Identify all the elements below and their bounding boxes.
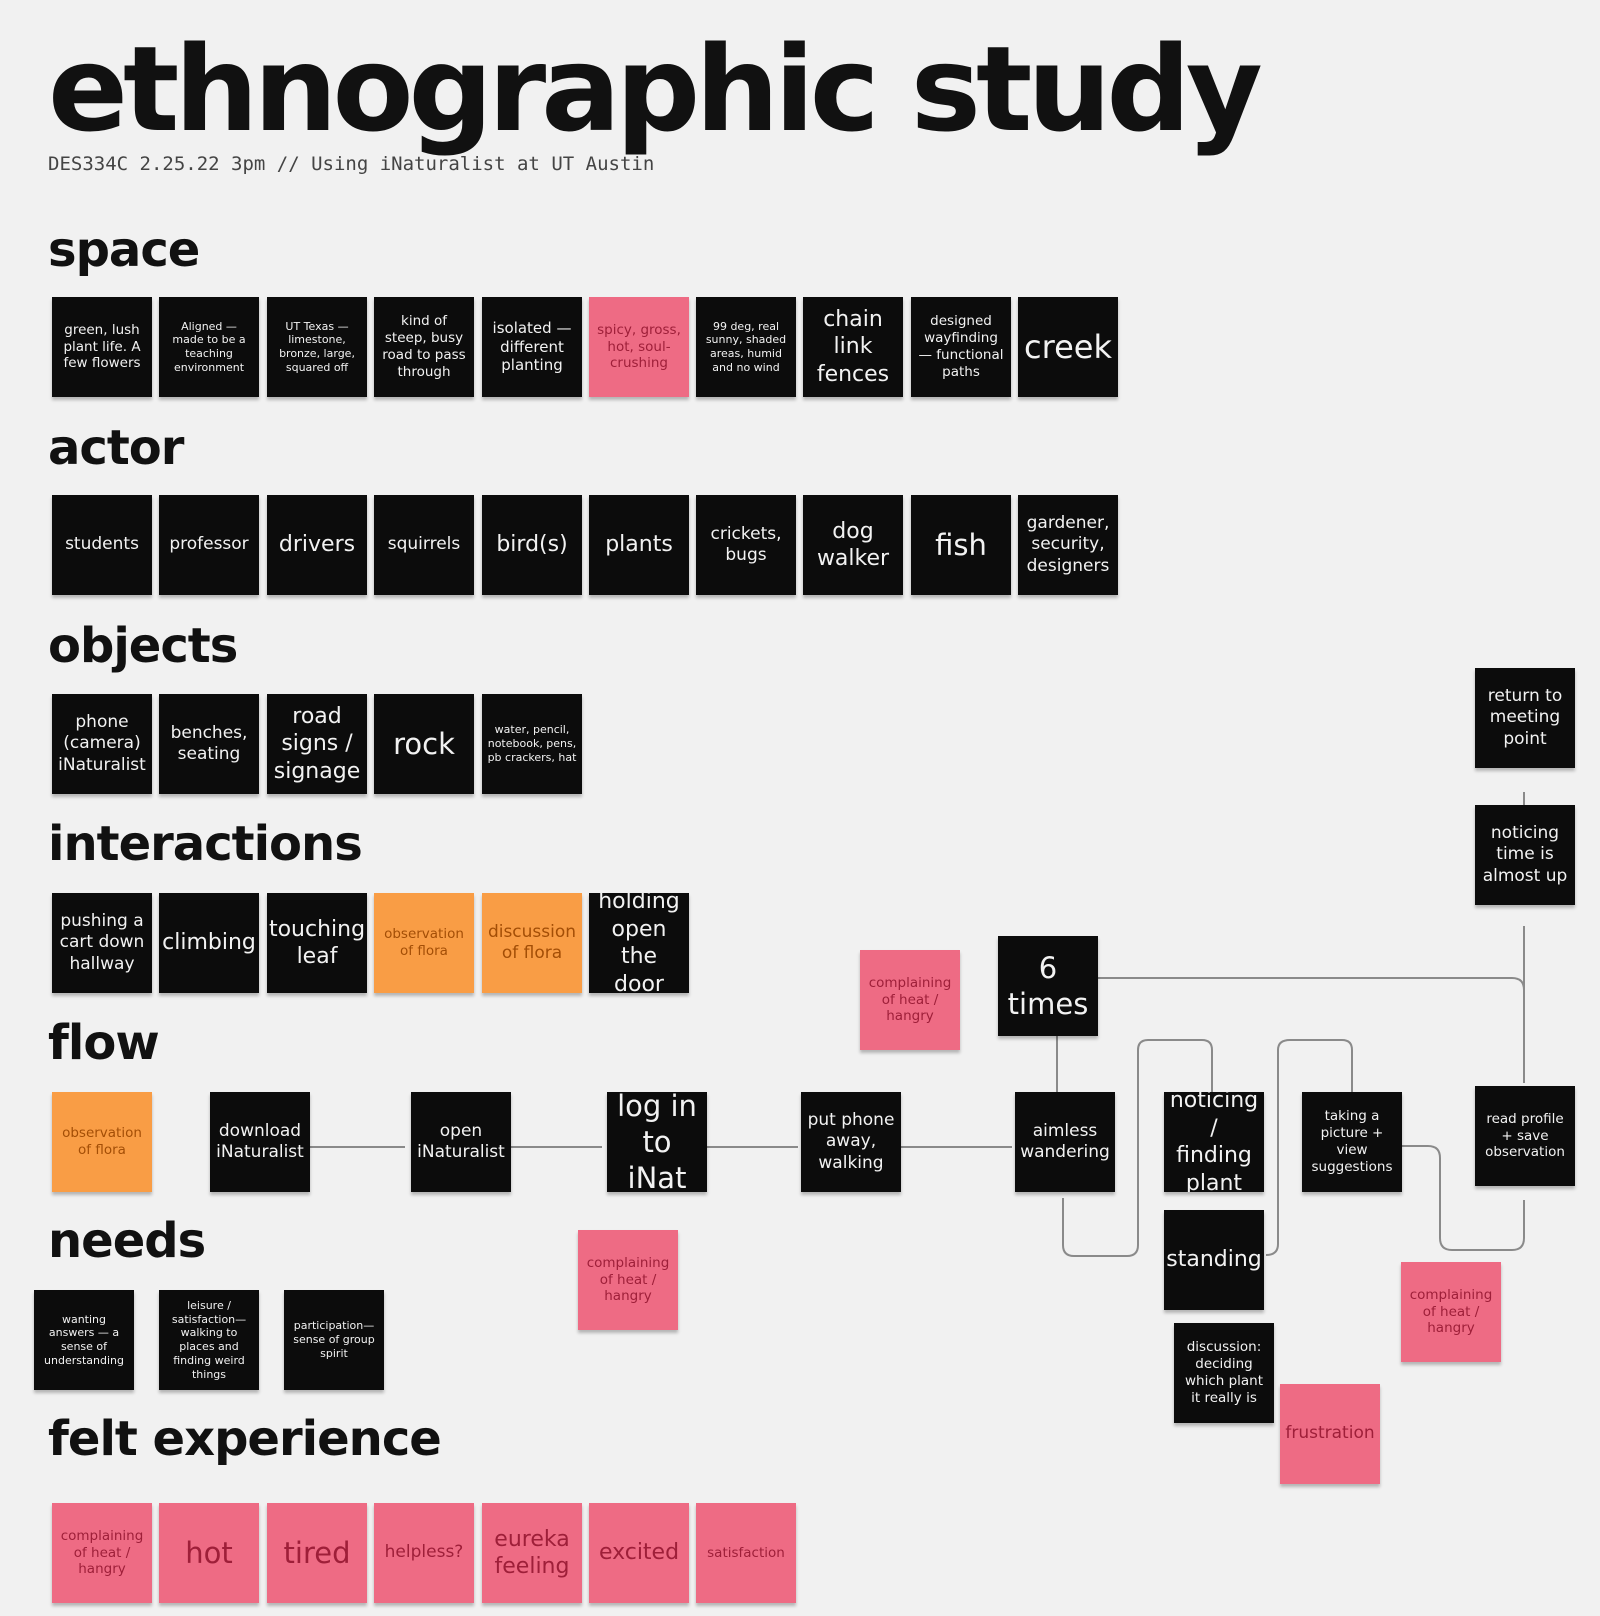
sticky-note: UT Texas — limestone, bronze, large, squ…: [267, 297, 367, 397]
sticky-note: road signs / signage: [267, 694, 367, 794]
sticky-note: satisfaction: [696, 1503, 796, 1603]
sticky-note: participation— sense of group spirit: [284, 1290, 384, 1390]
sticky-note: complaining of heat / hangry: [52, 1503, 152, 1603]
sticky-note: open iNaturalist: [411, 1092, 511, 1192]
sticky-note: put phone away, walking: [801, 1092, 901, 1192]
connector-6times-loop: [1098, 977, 1525, 1083]
sticky-note: water, pencil, notebook, pens, pb cracke…: [482, 694, 582, 794]
sticky-note: dog walker: [803, 495, 903, 595]
sticky-note: 99 deg, real sunny, shaded areas, humid …: [696, 297, 796, 397]
sticky-note: benches, seating: [159, 694, 259, 794]
sticky-note: standing: [1164, 1210, 1264, 1310]
sticky-note: creek: [1018, 297, 1118, 397]
sticky-note: complaining of heat / hangry: [578, 1230, 678, 1330]
sticky-note: rock: [374, 694, 474, 794]
sticky-note: tired: [267, 1503, 367, 1603]
sticky-note: read profile + save observation: [1475, 1086, 1575, 1186]
sticky-note: holding open the door: [589, 893, 689, 993]
sticky-note: return to meeting point: [1475, 668, 1575, 768]
section-label-felt-experience: felt experience: [48, 1411, 442, 1467]
sticky-note: pushing a cart down hallway: [52, 893, 152, 993]
sticky-note: download iNaturalist: [210, 1092, 310, 1192]
page-subtitle: DES334C 2.25.22 3pm // Using iNaturalist…: [48, 153, 655, 175]
sticky-note: plants: [589, 495, 689, 595]
section-label-objects: objects: [48, 618, 238, 674]
page-title: ethnographic study: [48, 20, 1263, 158]
sticky-note: squirrels: [374, 495, 474, 595]
sticky-note: discussion: deciding which plant it real…: [1174, 1323, 1274, 1423]
sticky-note: bird(s): [482, 495, 582, 595]
sticky-note: green, lush plant life. A few flowers: [52, 297, 152, 397]
sticky-note: spicy, gross, hot, soul-crushing: [589, 297, 689, 397]
sticky-note: crickets, bugs: [696, 495, 796, 595]
connector-standing-picture: [1265, 1039, 1353, 1256]
sticky-note: designed wayfinding — functional paths: [911, 297, 1011, 397]
sticky-note: students: [52, 495, 152, 595]
sticky-note: observation of flora: [52, 1092, 152, 1192]
sticky-note: Aligned — made to be a teaching environm…: [159, 297, 259, 397]
sticky-note: helpless?: [374, 1503, 474, 1603]
sticky-note: chain link fences: [803, 297, 903, 397]
sticky-note: discussion of flora: [482, 893, 582, 993]
sticky-note: noticing / finding plant: [1164, 1092, 1264, 1192]
sticky-note: fish: [911, 495, 1011, 595]
sticky-note: complaining of heat / hangry: [860, 950, 960, 1050]
sticky-note: hot: [159, 1503, 259, 1603]
sticky-note: drivers: [267, 495, 367, 595]
sticky-note: climbing: [159, 893, 259, 993]
connector-wandering-noticing: [1062, 1039, 1213, 1257]
section-label-interactions: interactions: [48, 816, 363, 872]
sticky-note: excited: [589, 1503, 689, 1603]
connector-picture-read: [1402, 1145, 1525, 1251]
section-label-space: space: [48, 222, 200, 278]
sticky-note: gardener, security, designers: [1018, 495, 1118, 595]
sticky-note: log in to iNat: [607, 1092, 707, 1192]
sticky-note: taking a picture + view suggestions: [1302, 1092, 1402, 1192]
sticky-note: eureka feeling: [482, 1503, 582, 1603]
sticky-note: isolated — different planting: [482, 297, 582, 397]
sticky-note: professor: [159, 495, 259, 595]
sticky-note: observation of flora: [374, 893, 474, 993]
sticky-note: complaining of heat / hangry: [1401, 1262, 1501, 1362]
section-label-needs: needs: [48, 1213, 206, 1269]
sticky-note: wanting answers — a sense of understandi…: [34, 1290, 134, 1390]
sticky-note: touching leaf: [267, 893, 367, 993]
sticky-note: 6 times: [998, 936, 1098, 1036]
sticky-note: frustration: [1280, 1384, 1380, 1484]
section-label-flow: flow: [48, 1015, 160, 1071]
section-label-actor: actor: [48, 420, 184, 476]
sticky-note: leisure / satisfaction— walking to place…: [159, 1290, 259, 1390]
sticky-note: aimless wandering: [1015, 1092, 1115, 1192]
sticky-note: noticing time is almost up: [1475, 805, 1575, 905]
sticky-note: phone (camera) iNaturalist: [52, 694, 152, 794]
sticky-note: kind of steep, busy road to pass through: [374, 297, 474, 397]
